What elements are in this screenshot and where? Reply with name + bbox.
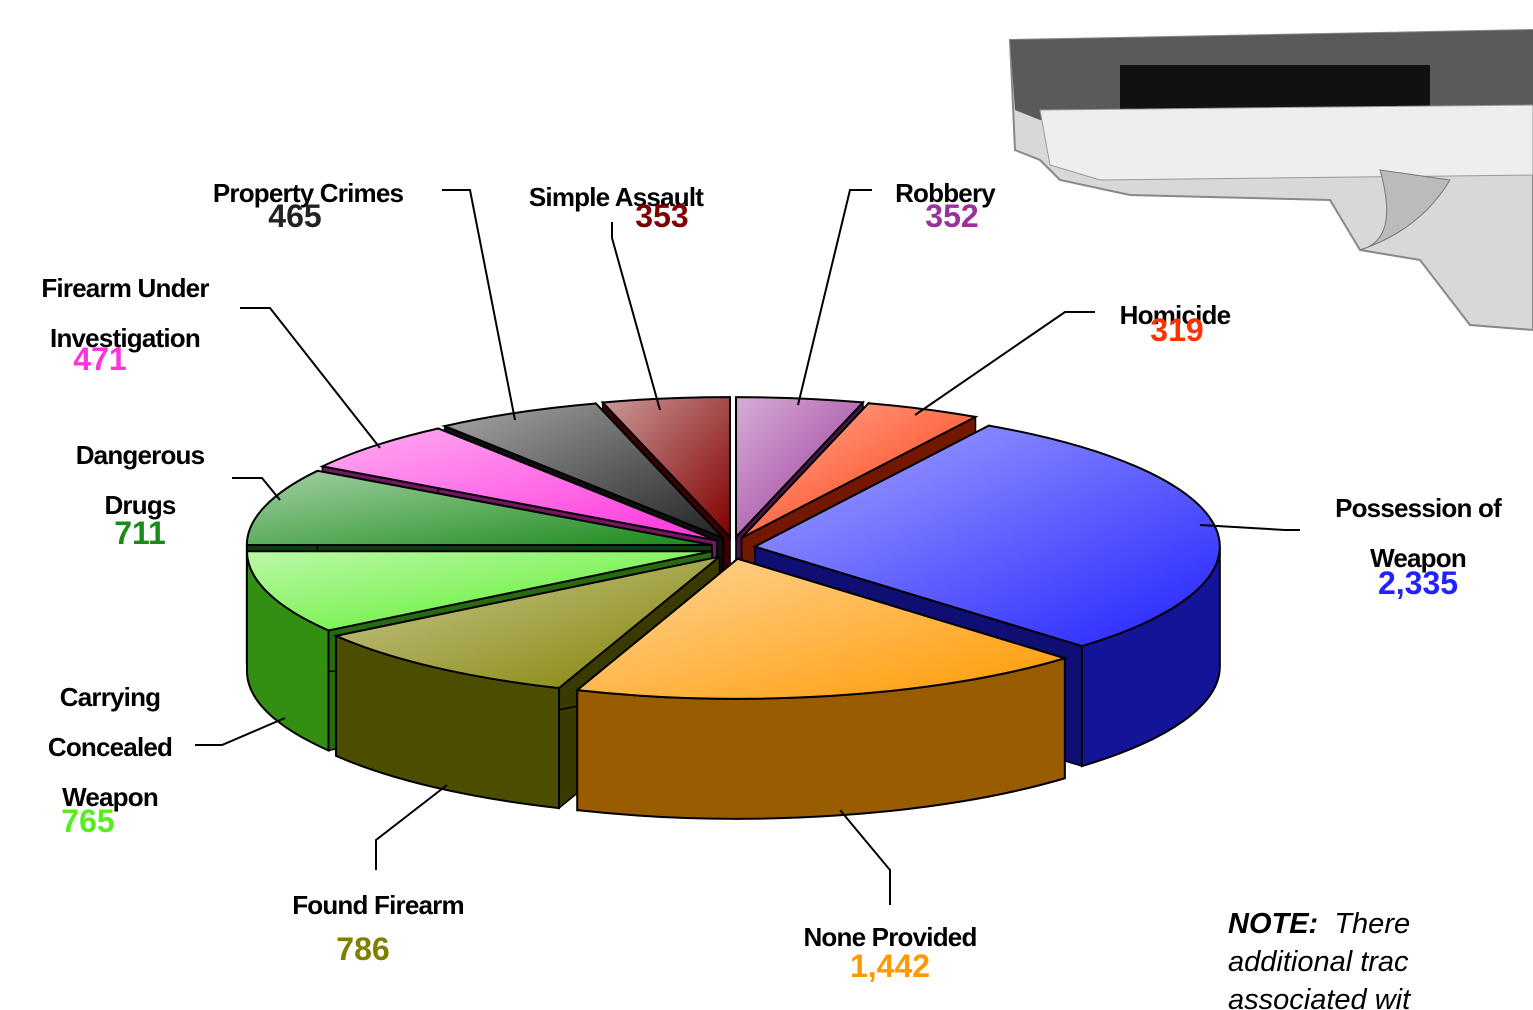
value-label: 353 bbox=[635, 198, 689, 234]
slice-top bbox=[319, 427, 718, 542]
category-label: Property Crimes bbox=[212, 178, 404, 208]
category-label: Simple Assault bbox=[528, 182, 704, 212]
slice-top bbox=[245, 469, 713, 546]
slice-top bbox=[600, 396, 731, 540]
slice-top bbox=[332, 555, 721, 690]
slice-top bbox=[574, 557, 1069, 700]
value-label: 711 bbox=[114, 515, 166, 551]
category-label: None Provided bbox=[803, 922, 977, 952]
pie-slice bbox=[332, 555, 721, 810]
category-label: Carrying Concealed Weapon bbox=[47, 682, 173, 812]
slice-top bbox=[752, 424, 1221, 648]
note-label: NOTE: bbox=[1228, 908, 1319, 940]
value-label: 471 bbox=[73, 341, 127, 377]
value-label: 465 bbox=[268, 198, 322, 234]
leader-line bbox=[839, 809, 891, 905]
leader-line bbox=[914, 311, 1095, 416]
leader-line bbox=[375, 784, 448, 870]
value-label: 352 bbox=[925, 198, 979, 234]
leader-line bbox=[797, 189, 872, 406]
value-label: 765 bbox=[61, 803, 115, 839]
note-text: associated wit bbox=[1228, 984, 1411, 1010]
note-text: additional trac bbox=[1228, 946, 1409, 978]
leader-line bbox=[1199, 524, 1300, 531]
category-label: Possession of Weapon bbox=[1335, 493, 1502, 573]
note-text: There bbox=[1334, 908, 1411, 940]
pie-slice bbox=[574, 557, 1069, 820]
value-label: 319 bbox=[1150, 312, 1204, 348]
leader-line bbox=[611, 222, 661, 411]
leader-line bbox=[232, 477, 281, 501]
value-label: 2,335 bbox=[1377, 565, 1459, 601]
slice-top bbox=[441, 402, 724, 540]
value-label: 786 bbox=[336, 931, 390, 967]
value-label: 1,442 bbox=[849, 948, 931, 984]
note-line: NOTE: There bbox=[1228, 908, 1410, 941]
category-label: Found Firearm bbox=[292, 890, 464, 920]
category-label: Dangerous Drugs bbox=[75, 440, 205, 520]
category-label: Robbery bbox=[895, 178, 996, 208]
pistol-picture bbox=[1008, 28, 1533, 332]
category-label: Homicide bbox=[1119, 300, 1231, 330]
leader-line bbox=[240, 307, 381, 449]
slice-top bbox=[245, 550, 713, 632]
leader-line bbox=[195, 717, 286, 746]
leader-line bbox=[442, 189, 516, 421]
category-label: Firearm Under Investigation bbox=[41, 273, 209, 353]
